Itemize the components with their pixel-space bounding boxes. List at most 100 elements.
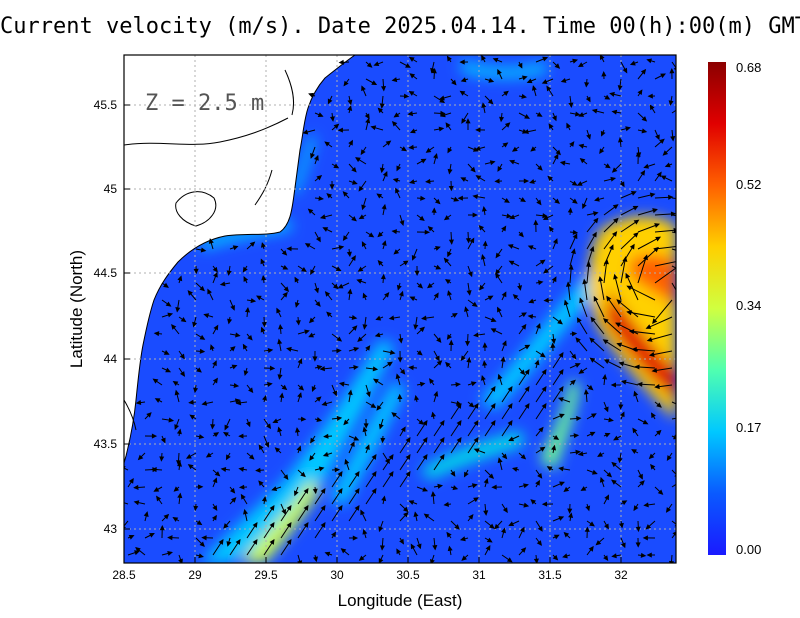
current-arrow-head	[567, 508, 573, 514]
current-arrow-head	[646, 58, 653, 64]
current-arrow-head	[174, 389, 180, 396]
current-arrow-head	[638, 473, 643, 480]
current-arrow-head	[322, 227, 329, 232]
current-arrow-head	[446, 531, 452, 538]
current-arrow-head	[326, 193, 333, 199]
current-arrow-head	[495, 269, 501, 275]
current-arrow	[671, 61, 676, 69]
current-arrow-head	[617, 136, 623, 143]
current-arrow	[671, 109, 676, 114]
current-arrow-head	[541, 79, 548, 84]
current-arrow-head	[433, 152, 438, 159]
current-arrow-head	[344, 458, 350, 465]
current-arrow-head	[307, 208, 314, 214]
current-arrow-head	[226, 541, 232, 547]
current-arrow-head	[468, 402, 475, 408]
current-arrow-head	[319, 214, 326, 220]
current-arrow-head	[249, 241, 256, 247]
current-arrow-head	[626, 310, 632, 316]
current-arrow-head	[571, 353, 577, 360]
current-arrow-head	[452, 485, 459, 491]
current-arrow-head	[520, 197, 527, 202]
current-arrow-head	[248, 454, 255, 460]
current-arrow-head	[470, 166, 476, 173]
current-arrow-head	[294, 302, 300, 308]
current-arrow-head	[225, 454, 231, 461]
x-axis	[123, 557, 622, 563]
current-arrow-head	[434, 198, 441, 205]
current-arrow-head	[392, 177, 399, 183]
current-arrow-head	[685, 198, 689, 202]
current-arrow-head	[199, 334, 206, 340]
current-arrow-head	[229, 487, 236, 494]
current-arrow-head	[294, 276, 300, 283]
current-arrow-head	[451, 79, 457, 86]
current-arrow-head	[196, 367, 202, 373]
current-arrow-head	[688, 216, 692, 219]
current-arrow-head	[354, 505, 360, 511]
current-arrow-head	[372, 366, 379, 372]
current-arrow-head	[483, 510, 489, 516]
current-arrow-head	[163, 513, 170, 520]
current-arrow-head	[269, 365, 276, 371]
current-arrow-head	[451, 313, 458, 318]
current-arrow-head	[174, 424, 180, 430]
current-arrow-head	[439, 95, 445, 101]
current-arrow-head	[628, 329, 635, 335]
current-arrow-head	[456, 420, 462, 426]
current-arrow-head	[583, 389, 589, 395]
current-arrow-head	[298, 385, 305, 391]
current-arrow-head	[337, 283, 344, 289]
current-arrow-head	[233, 382, 240, 389]
current-arrow-head	[363, 423, 369, 429]
current-arrow-head	[558, 369, 564, 375]
current-arrow-head	[635, 526, 641, 533]
current-arrow-head	[165, 301, 172, 307]
current-arrow-head	[642, 419, 649, 425]
colorbar	[708, 62, 726, 555]
current-arrow-head	[524, 386, 530, 392]
current-arrow-head	[459, 90, 466, 96]
current-arrow-head	[128, 478, 134, 484]
current-arrow-head	[580, 486, 587, 491]
current-arrow-head	[212, 477, 218, 484]
current-arrow-head	[238, 466, 245, 472]
current-arrow-head	[425, 178, 431, 184]
current-arrow-head	[267, 381, 273, 387]
current-arrow-head	[512, 466, 518, 472]
current-arrow-head	[324, 551, 331, 557]
current-arrow-head	[214, 471, 221, 477]
depth-label: Z = 2.5 m	[145, 91, 264, 116]
current-arrow-head	[439, 98, 446, 104]
current-arrow-head	[414, 270, 420, 277]
current-arrow-head	[260, 326, 266, 333]
current-arrow-head	[300, 471, 306, 478]
current-arrow-head	[559, 481, 565, 487]
current-arrow-head	[599, 148, 605, 155]
current-arrow-head	[548, 123, 554, 130]
current-arrow-head	[338, 59, 344, 65]
current-arrow-head	[402, 260, 409, 266]
current-arrow-head	[655, 429, 662, 436]
current-arrow-head	[411, 254, 417, 261]
current-arrow-head	[482, 240, 488, 247]
current-arrow-head	[408, 56, 415, 62]
current-arrow-head	[568, 512, 574, 519]
current-arrow-head	[163, 350, 170, 355]
colorbar-tick-label: 0.34	[736, 298, 761, 313]
current-arrow-head	[577, 451, 584, 457]
current-arrow-head	[431, 67, 437, 74]
current-arrow-head	[611, 461, 617, 468]
current-arrow-head	[488, 473, 495, 479]
current-arrow-head	[478, 224, 485, 231]
current-arrow-head	[316, 175, 323, 181]
current-arrow-head	[199, 541, 205, 547]
current-arrow-head	[497, 68, 502, 75]
plot-frame	[123, 54, 677, 564]
current-arrow-head	[262, 394, 267, 401]
current-arrow-head	[256, 295, 262, 301]
y-tick-label: 45	[104, 182, 118, 196]
current-arrow-head	[347, 389, 353, 396]
current-arrow-head	[473, 448, 480, 454]
current-arrow-head	[649, 192, 656, 198]
